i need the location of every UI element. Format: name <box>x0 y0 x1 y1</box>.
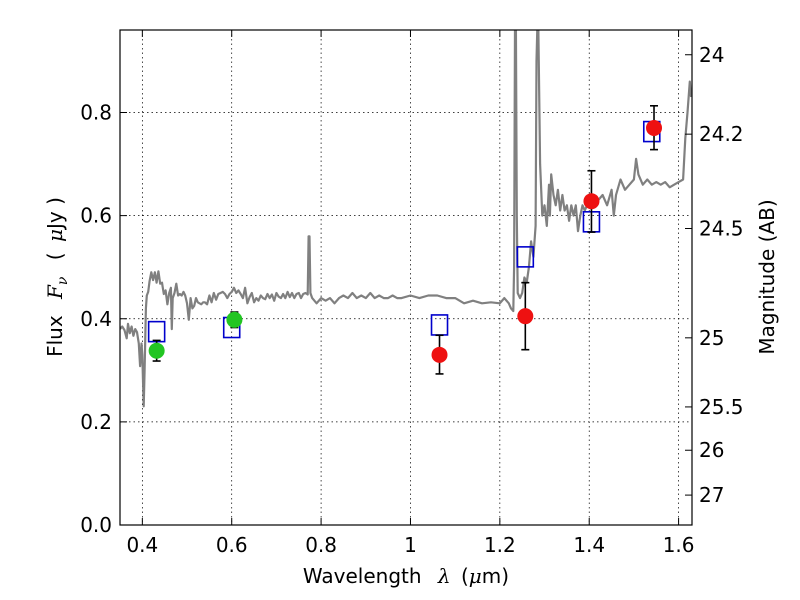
x-tick-label: 0.8 <box>305 533 337 557</box>
x-axis-label-unit-rest: m) <box>482 564 509 588</box>
x-tick-label: 0.4 <box>126 533 158 557</box>
right-tick-label: 24.5 <box>699 217 744 241</box>
x-tick-label: 1.4 <box>573 533 605 557</box>
x-tick-label: 1.6 <box>663 533 695 557</box>
y-tick-label: 0.8 <box>80 101 112 125</box>
observed-point-marker <box>646 119 663 136</box>
y-tick-label: 0.0 <box>80 513 112 537</box>
x-axis-label: Wavelength λ (μm) <box>303 564 509 588</box>
y-tick-labels: 0.0 0.2 0.4 0.6 0.8 <box>80 101 112 538</box>
x-tick-label: 0.6 <box>216 533 248 557</box>
observed-point-marker <box>431 346 448 363</box>
model-square-marker <box>430 314 449 336</box>
x-axis-label-unit-open: ( <box>461 564 469 588</box>
right-tick-label: 24.2 <box>699 122 744 146</box>
y-axis-label-unit-rest: Jy ) <box>43 197 67 231</box>
spectrum-layer <box>120 30 692 408</box>
right-tick-label: 24 <box>699 43 724 67</box>
right-axis-label: Magnitude (AB) <box>755 199 779 354</box>
x-axis-label-unit-mu: μ <box>469 564 482 588</box>
y-tick-label: 0.4 <box>80 307 112 331</box>
x-axis-label-prefix: Wavelength <box>303 564 422 588</box>
x-tick-label: 1.2 <box>484 533 516 557</box>
x-axis-label-symbol: λ <box>437 564 451 588</box>
plot-frame <box>119 29 693 526</box>
y-axis-label: Flux Fν ( μJy ) <box>43 197 72 357</box>
spectrum-line <box>120 30 692 408</box>
observed-point-marker <box>148 342 165 359</box>
y-axis-label-unit-open: ( <box>43 252 67 260</box>
y-tick-label: 0.2 <box>80 410 112 434</box>
x-tick-labels: 0.4 0.6 0.8 1 1.2 1.4 1.6 <box>126 533 694 557</box>
grid-lines <box>120 30 692 525</box>
observed-point-marker <box>226 311 243 328</box>
observed-point-marker <box>517 308 534 325</box>
model-square-marker <box>147 320 166 343</box>
right-tick-label: 25.5 <box>699 395 744 419</box>
marker-layer <box>147 104 663 375</box>
y-axis-label-unit-mu: μ <box>43 229 67 242</box>
y-axis-label-symbol: F <box>43 284 67 300</box>
ticks <box>120 30 692 526</box>
y-tick-label: 0.6 <box>80 204 112 228</box>
y-axis-label-sub: ν <box>55 276 71 285</box>
x-tick-label: 1 <box>404 533 417 557</box>
right-tick-labels: 24 24.2 24.5 25 25.5 26 27 <box>699 43 744 507</box>
observed-point-marker <box>583 193 600 210</box>
right-tick-label: 25 <box>699 326 724 350</box>
model-square-marker <box>516 246 535 268</box>
y-axis-label-prefix: Flux <box>43 315 67 357</box>
right-tick-label: 27 <box>699 483 724 507</box>
right-tick-label: 26 <box>699 438 724 462</box>
